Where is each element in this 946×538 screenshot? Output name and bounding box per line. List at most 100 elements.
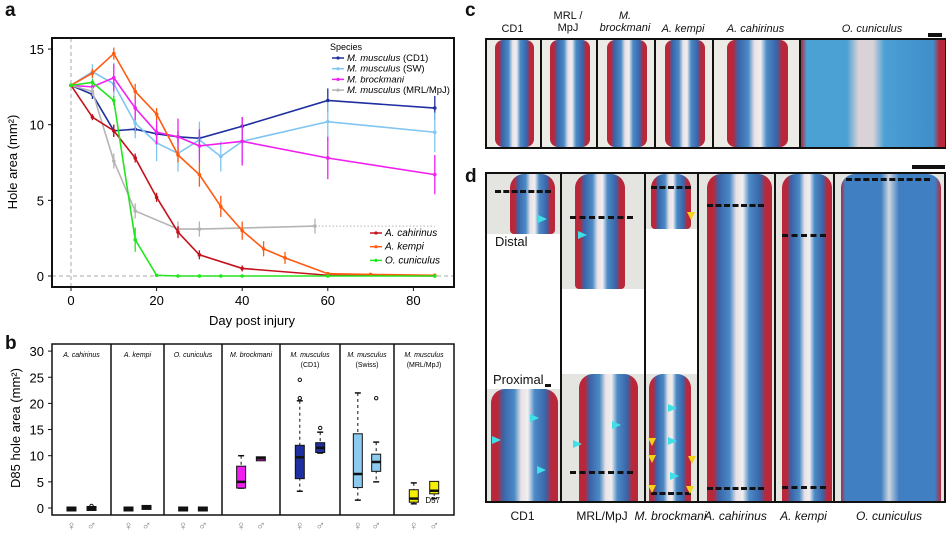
yellow-arrowhead: [648, 438, 656, 446]
data-point: [90, 115, 95, 119]
column-header: A. cahirinus: [726, 23, 785, 35]
hole-area-line-chart: 0 20 40 60 80 0 5 10 15 Day post injury Hole area …: [5, 37, 455, 328]
series-line: [70, 84, 315, 230]
data-point: [240, 228, 244, 233]
tissue-section: [495, 40, 534, 147]
scale-bar: [912, 165, 945, 169]
facet-title: M. musculus: [404, 352, 444, 359]
column-header: MRL / MpJ: [553, 10, 583, 34]
x-tick-label: 80: [406, 293, 420, 308]
column-divider: [644, 174, 646, 501]
cut-line: [651, 186, 692, 189]
column-header: O. cuniculus: [841, 23, 903, 35]
y-axis-label: Hole area (mm²): [5, 115, 20, 210]
cut-line: [706, 204, 765, 207]
histology-image: [712, 38, 801, 149]
data-point: [326, 119, 330, 124]
column-divider: [833, 174, 835, 501]
female-symbol: ♀: [295, 518, 305, 533]
female-symbol: ♀: [409, 518, 419, 533]
cut-line: [706, 487, 765, 490]
box: [294, 444, 305, 480]
facet-title: O. cuniculus: [174, 352, 213, 359]
cut-line: [494, 190, 551, 193]
cut-line: [781, 486, 827, 489]
data-point: [112, 159, 116, 163]
y-tick-label: 15: [30, 42, 44, 57]
male-symbol: ♂: [198, 518, 208, 533]
data-point: [326, 274, 330, 278]
data-point: [261, 246, 266, 251]
outlier: [318, 425, 323, 431]
male-symbol: ♂: [142, 518, 152, 533]
data-point: [433, 130, 437, 135]
tissue-section: [664, 40, 706, 147]
data-point: [326, 98, 330, 103]
cut-line: [570, 216, 634, 219]
data-point: [240, 139, 244, 144]
data-point: [219, 204, 223, 209]
facet-title: A. kempi: [123, 352, 152, 359]
scale-bar: [928, 33, 942, 37]
y-tick-label: 15: [30, 423, 44, 438]
y-tick-label: 10: [30, 449, 44, 464]
legend-marker: [374, 258, 378, 262]
data-point: [176, 135, 180, 139]
box: [429, 480, 440, 495]
legend-marker: [374, 245, 378, 249]
x-tick-label: 60: [321, 293, 335, 308]
data-point: [197, 227, 202, 231]
cyan-arrowhead: [612, 421, 621, 429]
legend-marker: [374, 231, 378, 235]
histology-image: [596, 38, 656, 149]
x-tick-label: 40: [235, 293, 249, 308]
legend-marker: [336, 56, 340, 60]
data-point: [176, 153, 180, 157]
image-background: [487, 174, 562, 234]
column-divider: [774, 174, 776, 501]
plot-frame: [51, 37, 455, 288]
legend-marker: [336, 77, 340, 81]
male-symbol: ♂: [315, 518, 325, 533]
data-point: [197, 144, 202, 148]
legend-entry: M. brockmani: [347, 74, 405, 85]
legend-species: M. brockmani: [347, 74, 405, 85]
legend-strain: (CD1): [400, 53, 428, 64]
legend-species: O. cuniculus: [385, 255, 440, 266]
data-point: [240, 274, 244, 278]
yellow-arrowhead: [687, 212, 695, 220]
male-symbol: ♂: [87, 518, 97, 533]
female-symbol: ♀: [236, 518, 246, 533]
proximal-label: Proximal: [493, 372, 544, 387]
data-point: [326, 156, 330, 160]
cyan-arrowhead: [537, 466, 546, 474]
d57-annotation: D57: [425, 496, 440, 505]
series-line: [70, 52, 435, 277]
y-tick-label: 5: [37, 193, 44, 208]
legend-marker: [336, 88, 340, 92]
column-label: O. cuniculus: [855, 509, 923, 523]
yellow-arrowhead: [686, 486, 694, 494]
data-point: [90, 80, 95, 85]
data-point: [313, 224, 317, 228]
image-background: [776, 174, 835, 501]
facet-title: M. brockmani: [230, 352, 272, 359]
y-axis-label: D85 hole area (mm²): [8, 368, 23, 488]
image-background: [487, 389, 562, 501]
data-point: [433, 106, 437, 110]
data-point: [112, 128, 116, 133]
data-point: [240, 266, 244, 271]
tissue-section: [606, 40, 648, 147]
histology-image: [654, 38, 714, 149]
data-point: [154, 273, 159, 278]
data-point: [133, 209, 137, 213]
column-header: A. kempi: [661, 23, 705, 35]
cyan-arrowhead: [530, 414, 539, 422]
cyan-arrowhead: [492, 436, 501, 444]
d85-box-plot: A. cahirinus ♀ ♂ A. kempi ♀ ♂ O. cuniculus ♀ ♂ M.…: [8, 343, 455, 533]
legend-title: Species: [330, 42, 363, 52]
male-symbol: ♂: [371, 518, 381, 533]
data-point: [433, 172, 437, 177]
cyan-arrowhead: [668, 404, 677, 412]
tissue-section: [490, 389, 559, 501]
